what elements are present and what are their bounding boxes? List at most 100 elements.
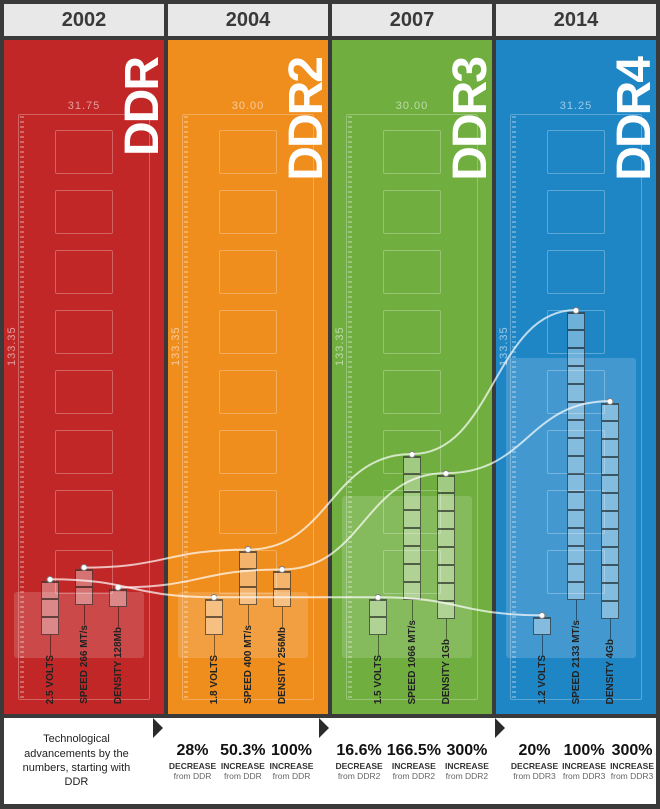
bar-cube bbox=[75, 569, 93, 587]
bar-cube bbox=[403, 582, 421, 600]
stat: 28%DECREASEfrom DDR bbox=[167, 742, 218, 781]
bar-marker bbox=[279, 566, 286, 573]
bar-cube bbox=[369, 617, 387, 635]
stat-direction: INCREASE bbox=[220, 761, 265, 771]
bar-stem bbox=[576, 600, 577, 620]
bar-cube bbox=[403, 546, 421, 564]
bar-cube bbox=[75, 587, 93, 605]
metric-bar: DENSITY 128Mb bbox=[109, 589, 127, 704]
bar-cube bbox=[567, 582, 585, 600]
bar-cube bbox=[437, 475, 455, 493]
bar-cube bbox=[567, 564, 585, 582]
metric-bars: 1.8 VOLTSSPEED 400 MT/sDENSITY 256Mb bbox=[205, 64, 291, 704]
bar-cube bbox=[437, 547, 455, 565]
bar-cube bbox=[567, 384, 585, 402]
bar-cube bbox=[567, 546, 585, 564]
metric-bars: 1.2 VOLTS SPEED 2133 MT/s DENSITY 4Gb bbox=[533, 64, 619, 704]
bar-label: SPEED 400 MT/s bbox=[243, 625, 254, 704]
stat-from: from DDR bbox=[270, 771, 314, 781]
bar-cube bbox=[567, 312, 585, 330]
bar-cube bbox=[601, 601, 619, 619]
metric-bar: 1.2 VOLTS bbox=[533, 617, 551, 704]
stat-direction: INCREASE bbox=[562, 761, 606, 771]
stat-from: from DDR3 bbox=[511, 771, 558, 781]
stat-value: 300% bbox=[610, 742, 654, 760]
arrow-icon bbox=[495, 718, 505, 738]
generation-panel: DDR230.00133.351.8 VOLTSSPEED 400 MT/sDE… bbox=[166, 38, 330, 716]
bar-cube bbox=[567, 330, 585, 348]
bar-cube bbox=[437, 511, 455, 529]
bar-cube bbox=[437, 601, 455, 619]
stat-direction: DECREASE bbox=[335, 761, 382, 771]
bar-label: 1.2 VOLTS bbox=[537, 655, 548, 704]
bar-cube bbox=[601, 421, 619, 439]
stat-from: from DDR2 bbox=[335, 771, 382, 781]
metric-bar: SPEED 266 MT/s bbox=[75, 569, 93, 704]
bar-marker bbox=[539, 612, 546, 619]
bar-stem bbox=[84, 605, 85, 625]
bar-stem bbox=[446, 619, 447, 639]
stat-direction: INCREASE bbox=[610, 761, 654, 771]
stat-from: from DDR3 bbox=[610, 771, 654, 781]
year-header: 2002 bbox=[2, 2, 166, 38]
bar-cube bbox=[533, 617, 551, 635]
stat-value: 50.3% bbox=[220, 742, 265, 760]
metric-bar: DENSITY 4Gb bbox=[601, 403, 619, 704]
stat-group: 28%DECREASEfrom DDR50.3%INCREASEfrom DDR… bbox=[167, 718, 316, 804]
metric-bar: DENSITY 256Mb bbox=[273, 571, 291, 704]
metric-bars: 1.5 VOLTS SPEED 1066 MT/s DENSITY 1Gb bbox=[369, 64, 455, 704]
bar-cube bbox=[437, 529, 455, 547]
bar-cube bbox=[403, 492, 421, 510]
bar-marker bbox=[409, 451, 416, 458]
stat-from: from DDR bbox=[220, 771, 265, 781]
bar-cube bbox=[403, 564, 421, 582]
bar-stem bbox=[542, 635, 543, 655]
bar-marker bbox=[443, 470, 450, 477]
bar-cube bbox=[437, 493, 455, 511]
stat-value: 20% bbox=[511, 742, 558, 760]
bar-cube bbox=[239, 551, 257, 569]
stat: 166.5%INCREASEfrom DDR2 bbox=[385, 742, 443, 781]
bar-cube bbox=[273, 571, 291, 589]
bar-cube bbox=[601, 529, 619, 547]
stat: 300%INCREASEfrom DDR2 bbox=[443, 742, 491, 781]
bar-cube bbox=[403, 528, 421, 546]
bar-cube bbox=[567, 492, 585, 510]
bar-label: SPEED 266 MT/s bbox=[79, 625, 90, 704]
generation-panel: DDR31.75133.352.5 VOLTSSPEED 266 MT/sDEN… bbox=[2, 38, 166, 716]
stat-from: from DDR3 bbox=[562, 771, 606, 781]
year-header: 2007 bbox=[330, 2, 494, 38]
stat-value: 166.5% bbox=[387, 742, 441, 760]
footer-intro: Technological advancements by the number… bbox=[4, 718, 149, 804]
bar-cube bbox=[601, 439, 619, 457]
metric-bars: 2.5 VOLTSSPEED 266 MT/sDENSITY 128Mb bbox=[41, 64, 127, 704]
bar-marker bbox=[211, 594, 218, 601]
bar-cube bbox=[567, 528, 585, 546]
bar-label: DENSITY 1Gb bbox=[441, 639, 452, 704]
stat: 100%INCREASEfrom DDR3 bbox=[560, 742, 608, 781]
bar-cube bbox=[601, 403, 619, 421]
bar-stem bbox=[412, 600, 413, 620]
metric-bar: DENSITY 1Gb bbox=[437, 475, 455, 704]
stat-from: from DDR bbox=[169, 771, 216, 781]
stat-direction: DECREASE bbox=[169, 761, 216, 771]
bar-cube bbox=[403, 456, 421, 474]
metric-bar: 1.5 VOLTS bbox=[369, 599, 387, 704]
bar-cube bbox=[239, 569, 257, 587]
bar-cube bbox=[41, 581, 59, 599]
bar-cube bbox=[567, 348, 585, 366]
metric-bar: SPEED 400 MT/s bbox=[239, 551, 257, 704]
bar-marker bbox=[573, 307, 580, 314]
stat-from: from DDR2 bbox=[387, 771, 441, 781]
bar-cube bbox=[369, 599, 387, 617]
bar-cube bbox=[403, 510, 421, 528]
bar-cube bbox=[601, 565, 619, 583]
bar-marker bbox=[375, 594, 382, 601]
bar-cube bbox=[601, 547, 619, 565]
bar-label: SPEED 1066 MT/s bbox=[407, 620, 418, 704]
bar-cube bbox=[403, 474, 421, 492]
bar-cube bbox=[601, 583, 619, 601]
bar-marker bbox=[245, 546, 252, 553]
metric-bar: SPEED 2133 MT/s bbox=[567, 312, 585, 704]
bar-marker bbox=[115, 584, 122, 591]
